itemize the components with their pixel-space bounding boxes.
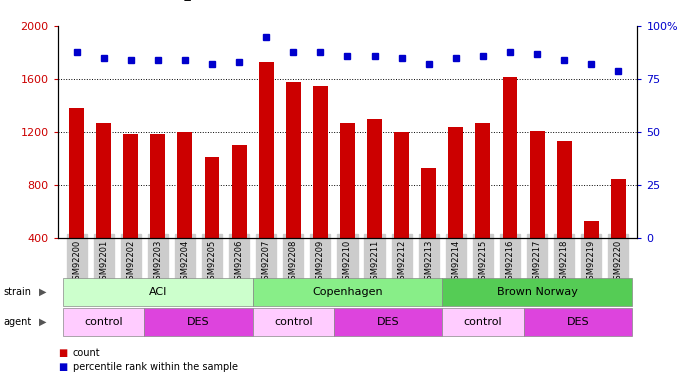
Bar [340, 123, 355, 291]
Bar [259, 62, 274, 291]
Bar [232, 146, 247, 291]
Bar [178, 132, 193, 291]
Text: ACI: ACI [148, 286, 167, 297]
Text: strain: strain [3, 286, 31, 297]
Bar [448, 127, 463, 291]
Bar [286, 82, 301, 291]
Bar [96, 123, 111, 291]
Text: count: count [73, 348, 100, 358]
Text: DES: DES [566, 316, 589, 327]
Text: DES: DES [187, 316, 210, 327]
Text: agent: agent [3, 316, 32, 327]
Bar [502, 76, 517, 291]
Text: control: control [84, 316, 123, 327]
Bar [151, 134, 165, 291]
Text: control: control [464, 316, 502, 327]
Text: ■: ■ [58, 362, 67, 372]
Text: Brown Norway: Brown Norway [497, 286, 578, 297]
Bar [584, 221, 599, 291]
Bar [557, 141, 572, 291]
Bar [421, 168, 436, 291]
Bar [367, 119, 382, 291]
Bar [313, 86, 328, 291]
Bar [123, 134, 138, 291]
Bar [394, 132, 409, 291]
Bar [475, 123, 490, 291]
Bar [205, 158, 220, 291]
Text: Copenhagen: Copenhagen [312, 286, 383, 297]
Text: ■: ■ [58, 348, 67, 358]
Text: DES: DES [377, 316, 399, 327]
Text: control: control [274, 316, 313, 327]
Text: percentile rank within the sample: percentile rank within the sample [73, 362, 237, 372]
Bar [69, 108, 84, 291]
Bar [611, 178, 626, 291]
Text: ▶: ▶ [39, 286, 47, 297]
Bar [530, 131, 544, 291]
Text: ▶: ▶ [39, 316, 47, 327]
